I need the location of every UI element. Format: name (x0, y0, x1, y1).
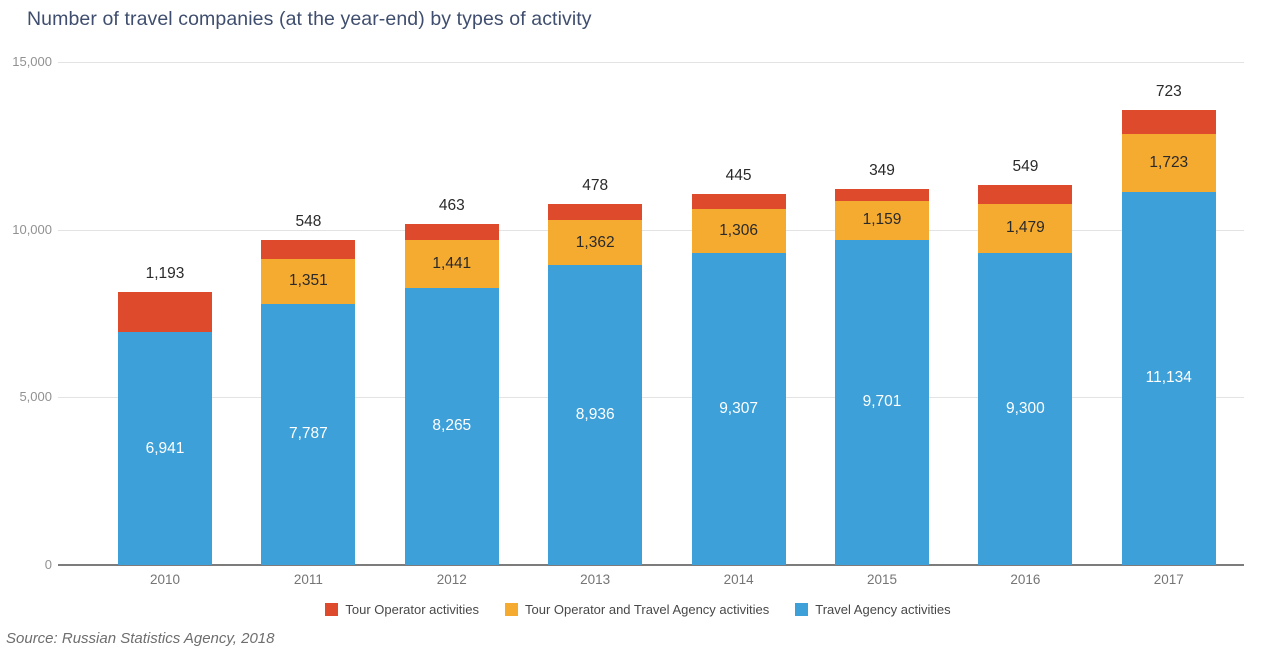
bar-segment-tour-operator-and-travel-agency-activities: 1,351 (261, 258, 356, 304)
legend-item-tour-operator-activities: Tour Operator activities (325, 602, 479, 617)
bar-2014: 9,307 1,306 (691, 194, 786, 565)
bar-top-value-label: 548 (295, 213, 322, 231)
bar-segment-travel-agency-activities: 11,134 (1121, 191, 1216, 565)
bar-2017: 11,134 1,723 (1121, 109, 1216, 565)
bar-value-label: 7,787 (288, 425, 328, 443)
chart-title: Number of travel companies (at the year-… (27, 8, 592, 30)
legend-label: Tour Operator activities (345, 602, 480, 617)
bar-value-label: 1,306 (719, 222, 758, 240)
y-axis-tick-label: 15,000 (12, 54, 52, 69)
bar-value-label: 1,441 (432, 254, 472, 272)
y-axis-tick-label: 5,000 (19, 389, 52, 405)
bar-segment-travel-agency-activities: 9,300 (978, 253, 1073, 565)
gridline (58, 397, 1244, 399)
x-axis-tick-label: 2012 (436, 572, 467, 587)
bar-2012: 8,265 1,441 (404, 224, 499, 565)
bar-segment-tour-operator-and-travel-agency-activities: 1,362 (548, 219, 643, 266)
y-axis-tick-label: 0 (44, 557, 52, 572)
x-axis-tick-label: 2013 (580, 572, 611, 587)
gridline (58, 229, 1244, 231)
bar-segment-tour-operator-and-travel-agency-activities: 1,159 (835, 200, 929, 240)
bar-2016: 9,300 1,479 (978, 185, 1073, 565)
bar-top-value-label: 349 (869, 162, 895, 180)
bar-value-label: 11,134 (1145, 369, 1192, 387)
bar-value-label: 9,701 (862, 393, 902, 411)
bar-segment-travel-agency-activities: 6,941 (118, 332, 212, 565)
x-axis-tick-label: 2015 (866, 572, 898, 587)
legend-label: Travel Agency activities (815, 602, 951, 617)
x-axis-tick-label: 2014 (723, 572, 754, 587)
legend-label: Tour Operator and Travel Agency activiti… (525, 602, 770, 617)
y-axis-tick-label: 10,000 (12, 221, 52, 237)
legend: Tour Operator activities Tour Operator an… (0, 602, 1276, 617)
bar-value-label: 8,936 (575, 406, 615, 424)
bar-2013: 8,936 1,362 (548, 203, 643, 565)
bar-segment-tour-operator-activities (118, 292, 212, 333)
bar-value-label: 1,362 (575, 233, 615, 251)
bar-segment-tour-operator-and-travel-agency-activities: 1,441 (404, 239, 499, 288)
bar-value-label: 1,723 (1149, 153, 1189, 171)
legend-swatch-icon (325, 603, 339, 616)
bar-top-value-label: 463 (438, 196, 465, 214)
legend-item-tour-operator-and-travel-agency-activities: Tour Operator and Travel Agency activiti… (505, 602, 769, 617)
bar-2011: 7,787 1,351 (261, 240, 356, 565)
bar-segment-travel-agency-activities: 7,787 (261, 303, 356, 565)
bar-segment-tour-operator-activities (404, 224, 499, 240)
bar-top-value-label: 723 (1155, 82, 1182, 100)
bar-segment-travel-agency-activities: 9,307 (691, 252, 786, 565)
bar-value-label: 8,265 (432, 417, 472, 435)
bar-top-value-label: 1,193 (145, 265, 185, 283)
source-note: Source: Russian Statistics Agency, 2018 (6, 630, 275, 647)
legend-swatch-icon (795, 603, 809, 616)
bar-value-label: 9,300 (1005, 400, 1045, 418)
bar-segment-tour-operator-activities (978, 185, 1073, 204)
legend-swatch-icon (505, 603, 519, 616)
x-axis-tick-label: 2016 (1010, 572, 1041, 587)
bar-value-label: 9,307 (719, 399, 758, 417)
bar-2010: 6,941 (118, 292, 212, 565)
bar-segment-tour-operator-and-travel-agency-activities: 1,306 (691, 209, 786, 253)
bar-segment-tour-operator-activities (1121, 109, 1216, 134)
bar-value-label: 1,159 (862, 211, 902, 229)
bar-top-value-label: 478 (582, 176, 609, 194)
bar-segment-tour-operator-activities (261, 240, 356, 259)
bar-2015: 9,701 1,159 (835, 189, 929, 565)
bar-value-label: 1,479 (1005, 219, 1045, 237)
x-axis-baseline (58, 564, 1244, 566)
bar-segment-tour-operator-and-travel-agency-activities: 1,723 (1121, 133, 1216, 192)
bar-segment-tour-operator-activities (691, 194, 786, 210)
bar-top-value-label: 549 (1012, 158, 1039, 176)
bar-value-label: 6,941 (145, 439, 185, 457)
x-axis-tick-label: 2011 (293, 572, 323, 587)
bar-segment-travel-agency-activities: 9,701 (835, 239, 929, 565)
bar-segment-tour-operator-and-travel-agency-activities: 1,479 (978, 203, 1073, 254)
bar-segment-tour-operator-activities (548, 203, 643, 220)
legend-item-travel-agency-activities: Travel Agency activities (795, 602, 951, 617)
x-axis-tick-label: 2017 (1153, 572, 1184, 587)
bar-segment-tour-operator-activities (835, 189, 929, 201)
bar-segment-travel-agency-activities: 8,936 (548, 265, 643, 565)
bar-segment-travel-agency-activities: 8,265 (404, 287, 499, 565)
bar-top-value-label: 445 (725, 167, 752, 185)
bar-value-label: 1,351 (288, 272, 328, 290)
gridline (58, 62, 1244, 63)
x-axis-tick-label: 2010 (149, 572, 181, 587)
